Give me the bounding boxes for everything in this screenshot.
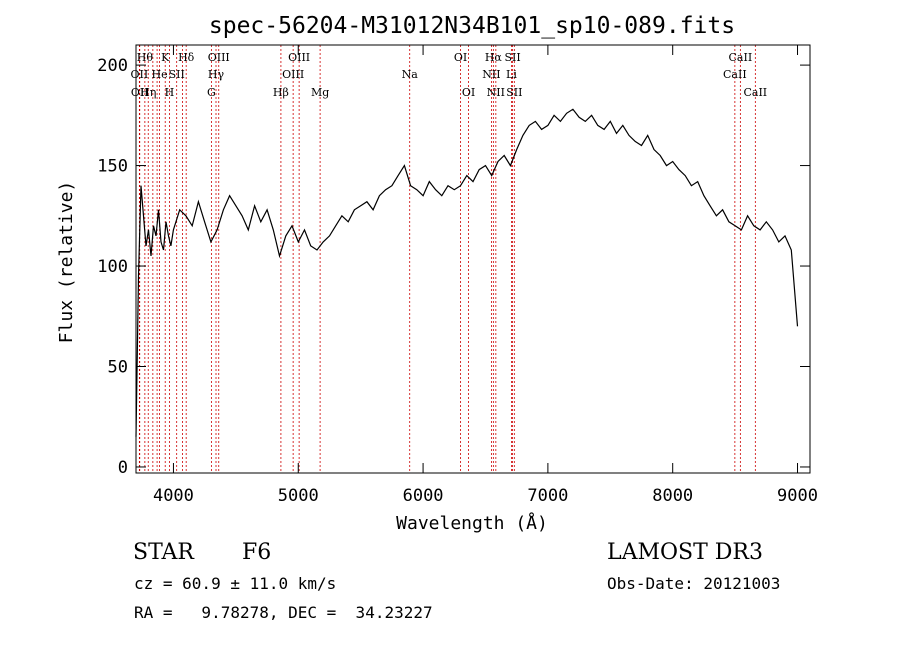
line-label-16: OIII: [282, 68, 304, 81]
line-label-7: K: [161, 51, 170, 64]
x-tick-label-2: 6000: [403, 486, 444, 506]
line-label-14: OIII: [208, 51, 230, 64]
survey-name: LAMOST DR3: [607, 540, 763, 565]
flux-series-line: [135, 108, 799, 437]
line-label-6: He: [152, 68, 168, 81]
y-tick-label-3: 150: [97, 157, 128, 177]
y-axis-ticks: 0 50 100 150 200: [97, 56, 810, 478]
object-class: STAR: [133, 540, 194, 565]
line-label-15: Hβ: [273, 86, 289, 99]
y-tick-label-0: 0: [118, 458, 128, 478]
line-label-3: Hη: [140, 86, 156, 99]
spectral-line-labels: HθOIIOIIHηHeKHSIIHδGHγOIIIHβOIIIOIIIMgNa…: [131, 51, 768, 99]
spectral-line-markers: [138, 45, 756, 473]
y-tick-label-4: 200: [97, 56, 128, 76]
observation-date: Obs-Date: 20121003: [607, 574, 781, 593]
line-label-12: G: [207, 86, 216, 99]
line-label-8: H: [165, 86, 175, 99]
x-tick-label-0: 4000: [153, 486, 194, 506]
x-tick-label-5: 9000: [777, 486, 818, 506]
line-label-0: Hθ: [137, 51, 154, 64]
line-label-19: Na: [402, 68, 419, 81]
line-label-28: CaII: [723, 68, 747, 81]
line-label-2: OII: [131, 86, 149, 99]
line-label-27: SII: [506, 86, 522, 99]
line-label-24: NII: [487, 86, 505, 99]
line-label-26: SII: [504, 51, 520, 64]
line-label-18: Mg: [311, 86, 329, 99]
line-label-13: Hγ: [208, 68, 225, 81]
y-tick-label-1: 50: [108, 358, 128, 378]
x-tick-label-3: 7000: [527, 486, 568, 506]
chart-title: spec-56204-M31012N34B101_sp10-089.fits: [209, 13, 735, 39]
x-tick-label-1: 5000: [278, 486, 319, 506]
line-label-25: Li: [506, 68, 517, 81]
line-label-29: CaII: [729, 51, 753, 64]
line-label-23: Hα: [485, 51, 503, 64]
line-label-9: SII: [169, 68, 185, 81]
line-label-17: OIII: [288, 51, 310, 64]
line-label-30: CaII: [743, 86, 767, 99]
x-axis-ticks: 4000 5000 6000 7000 8000 9000: [153, 45, 818, 506]
object-subclass: F6: [242, 540, 272, 565]
line-label-1: OII: [131, 68, 149, 81]
line-label-21: OI: [462, 86, 475, 99]
coordinates: RA = 9.78278, DEC = 34.23227: [134, 603, 433, 622]
plot-frame: [135, 44, 811, 474]
x-tick-label-4: 8000: [652, 486, 693, 506]
line-label-11: Hδ: [178, 51, 195, 64]
y-axis-label: Flux (relative): [56, 181, 77, 344]
redshift-velocity: cz = 60.9 ± 11.0 km/s: [134, 574, 337, 593]
x-axis-label: Wavelength (Å): [396, 512, 548, 534]
y-tick-label-2: 100: [97, 257, 128, 277]
line-label-20: OI: [454, 51, 467, 64]
line-label-22: NII: [482, 68, 500, 81]
